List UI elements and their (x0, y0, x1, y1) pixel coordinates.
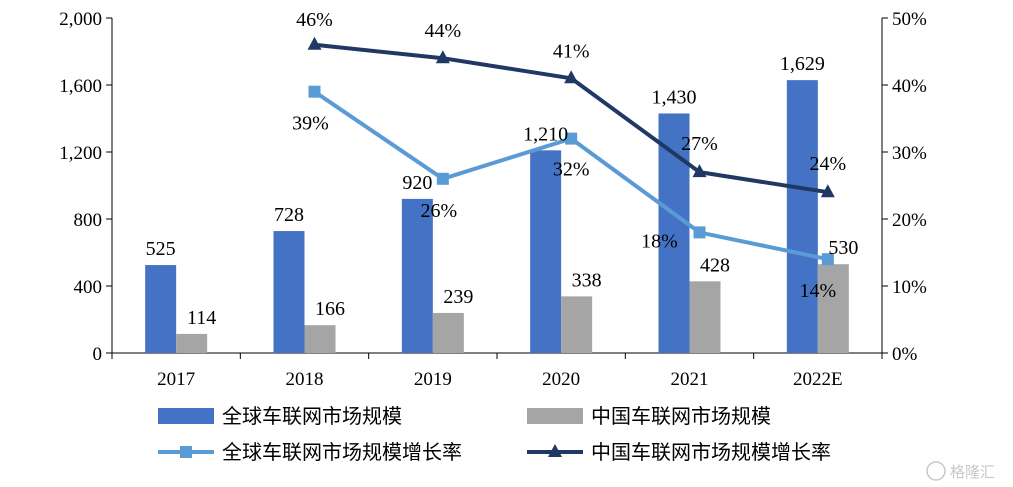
line-value-label: 41% (553, 40, 590, 62)
line-value-label: 27% (681, 133, 718, 155)
right-tick-label: 20% (892, 210, 927, 231)
line-value-label: 18% (641, 230, 678, 252)
left-tick-label: 0 (93, 344, 103, 365)
bar (145, 265, 177, 353)
bar-value-label: 166 (315, 298, 345, 320)
legend-marker-square (180, 446, 192, 458)
watermark-text: 格隆汇 (950, 463, 995, 481)
bar (689, 281, 721, 353)
bar (561, 296, 593, 353)
axes: 0 400 800 1,200 1,600 2,000 0% 10% 20% 30% 40% 50% 2… (59, 9, 927, 390)
bar-value-label: 428 (700, 254, 730, 276)
line-value-label: 44% (424, 20, 461, 42)
bar-value-label: 114 (187, 307, 216, 329)
line-value-label: 24% (809, 153, 846, 175)
bar (304, 325, 336, 353)
right-tick-label: 0% (892, 344, 918, 365)
legend-label: 全球车联网市场规模增长率 (222, 440, 462, 464)
bar (786, 80, 818, 353)
x-tick-label: 2022E (793, 369, 843, 390)
bar (401, 198, 433, 353)
bar-value-label: 728 (274, 204, 304, 226)
data-point-square (565, 132, 578, 145)
bar (176, 333, 208, 353)
x-tick-label: 2019 (414, 369, 452, 390)
data-point-triangle (820, 184, 835, 198)
line-value-label: 14% (799, 280, 836, 302)
legend-swatch (527, 408, 583, 424)
bar (817, 264, 849, 353)
left-tick-label: 1,600 (59, 76, 102, 97)
bar-value-label: 239 (443, 286, 473, 308)
legend-swatch (158, 408, 214, 424)
bar-value-label: 530 (828, 237, 858, 259)
data-point-square (693, 226, 706, 239)
x-tick-label: 2017 (157, 369, 195, 390)
left-tick-label: 800 (74, 210, 103, 231)
x-tick-label: 2018 (286, 369, 324, 390)
right-tick-label: 50% (892, 9, 927, 30)
line-value-label: 46% (296, 9, 333, 31)
data-point-triangle (435, 50, 450, 64)
data-point-square (821, 253, 834, 266)
left-tick-label: 2,000 (59, 9, 102, 30)
data-point-triangle (307, 36, 322, 50)
legend-label: 中国车联网市场规模 (591, 404, 771, 428)
bar-value-label: 525 (146, 238, 176, 260)
data-labels: 525 728 920 1,210 1,430 1,629 114 166 239 338 428 5… (146, 9, 859, 329)
legend-label: 中国车联网市场规模增长率 (591, 440, 831, 464)
watermark-logo-icon (926, 461, 946, 481)
data-point-square (436, 172, 449, 185)
x-tick-label: 2020 (542, 369, 580, 390)
legend-label: 全球车联网市场规模 (222, 404, 402, 428)
line-value-label: 32% (553, 159, 590, 181)
line-value-label: 39% (292, 113, 329, 135)
bar (530, 150, 562, 353)
left-tick-label: 400 (74, 277, 103, 298)
line-value-label: 26% (420, 200, 457, 222)
watermark: 格隆汇 (926, 461, 995, 481)
right-tick-label: 10% (892, 277, 927, 298)
legend-marker-triangle (548, 444, 562, 457)
bar-value-label: 1,430 (652, 86, 697, 108)
data-point-triangle (564, 70, 579, 84)
line-series (307, 36, 835, 266)
bar-series (145, 80, 849, 353)
bar (273, 231, 305, 353)
bar-value-label: 920 (402, 172, 432, 194)
bar-value-label: 1,210 (523, 123, 568, 145)
right-tick-label: 30% (892, 143, 927, 164)
x-tick-label: 2021 (671, 369, 709, 390)
left-tick-label: 1,200 (59, 143, 102, 164)
data-point-square (308, 85, 321, 98)
bar (432, 312, 464, 353)
right-tick-label: 40% (892, 76, 927, 97)
data-point-triangle (692, 164, 707, 178)
bar-value-label: 338 (572, 269, 602, 291)
bar-value-label: 1,629 (780, 53, 825, 75)
